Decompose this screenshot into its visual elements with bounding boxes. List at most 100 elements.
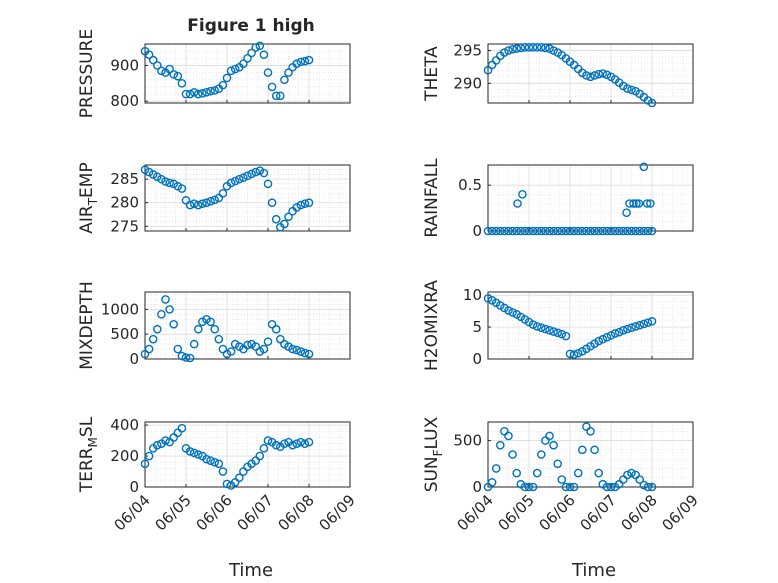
pressure-point bbox=[193, 89, 203, 99]
air-temp-point bbox=[267, 198, 277, 208]
mixdepth-point bbox=[296, 347, 306, 356]
air-temp-point bbox=[161, 177, 170, 186]
sun-flux-point bbox=[590, 445, 599, 455]
air-temp-point bbox=[247, 169, 256, 179]
pressure-point bbox=[222, 73, 232, 83]
rainfall-point bbox=[594, 226, 604, 236]
mixdepth-point bbox=[152, 324, 162, 334]
rainfall-point bbox=[516, 226, 526, 236]
mixdepth-point bbox=[140, 349, 150, 359]
theta-y-label: THETA bbox=[422, 46, 442, 102]
h2omixra-point bbox=[610, 329, 620, 338]
mixdepth-point bbox=[189, 339, 199, 349]
terr-msl-point bbox=[280, 439, 289, 448]
sun-flux-x-tick-label: 06/06 bbox=[536, 491, 579, 534]
sun-flux-point bbox=[491, 464, 501, 473]
terr-msl-point bbox=[185, 447, 195, 456]
pressure-point bbox=[304, 55, 314, 65]
h2omixra-point bbox=[635, 320, 645, 330]
rainfall-point bbox=[602, 226, 612, 236]
air-temp-point bbox=[177, 184, 187, 193]
rainfall-point bbox=[586, 226, 595, 236]
sun-flux-point bbox=[495, 440, 505, 450]
pressure-point bbox=[177, 79, 187, 88]
terr-msl-point bbox=[300, 439, 310, 448]
rainfall-point bbox=[545, 226, 554, 236]
pressure-y-tick-label: 900 bbox=[110, 56, 139, 74]
sun-flux-point bbox=[545, 431, 554, 441]
air-temp-point bbox=[202, 198, 211, 208]
terr-msl-point bbox=[152, 440, 162, 450]
mixdepth-point bbox=[259, 344, 269, 354]
air-temp-point bbox=[259, 168, 269, 178]
h2omixra-y-tick-label: 10 bbox=[463, 286, 482, 304]
pressure-point bbox=[198, 89, 207, 98]
h2omixra-point bbox=[623, 324, 632, 334]
mixdepth-point bbox=[300, 348, 310, 358]
air-temp-point bbox=[263, 179, 273, 189]
terr-msl-point bbox=[292, 439, 302, 448]
rainfall-point bbox=[582, 226, 591, 236]
h2omixra-point bbox=[549, 327, 558, 336]
pressure-point bbox=[247, 48, 256, 58]
rainfall-point bbox=[598, 226, 608, 236]
rainfall-point bbox=[561, 226, 571, 236]
terr-msl-x-tick-label: 06/09 bbox=[316, 491, 359, 534]
rainfall-subplot: 0 0.5 RAINFALL bbox=[422, 158, 694, 240]
mixdepth-point bbox=[218, 344, 228, 354]
pressure-point bbox=[243, 54, 252, 63]
sun-flux-point bbox=[643, 482, 653, 492]
theta-point bbox=[500, 48, 509, 57]
h2omixra-point bbox=[557, 329, 567, 339]
rainfall-point bbox=[518, 190, 527, 199]
h2omixra-point bbox=[627, 323, 636, 333]
sun-flux-point bbox=[627, 468, 636, 478]
mixdepth-point bbox=[243, 340, 252, 350]
terr-msl-x-tick-label: 06/08 bbox=[275, 491, 318, 534]
theta-y-tick-label: 295 bbox=[453, 42, 482, 60]
theta-point bbox=[537, 42, 546, 52]
theta-point bbox=[545, 44, 554, 53]
sun-flux-point bbox=[606, 482, 616, 492]
air-temp-y-label: AIRTEMP bbox=[77, 162, 100, 233]
rainfall-point bbox=[500, 226, 509, 236]
sun-flux-x-tick-label: 06/08 bbox=[618, 491, 661, 534]
sun-flux-point bbox=[623, 470, 632, 480]
terr-msl-point bbox=[214, 459, 224, 469]
h2omixra-point bbox=[598, 334, 608, 344]
rainfall-point bbox=[512, 226, 522, 236]
terr-msl-point bbox=[296, 437, 306, 447]
mixdepth-point bbox=[275, 334, 285, 344]
air-temp-point bbox=[280, 219, 289, 229]
h2omixra-point bbox=[532, 322, 542, 331]
air-temp-point bbox=[284, 212, 293, 222]
rainfall-point bbox=[483, 226, 493, 236]
mixdepth-series bbox=[140, 295, 314, 363]
terr-msl-subplot: 0 200 400 TERRMSL 06/0406/0506/0606/0706/080… bbox=[77, 416, 359, 534]
rainfall-point bbox=[629, 199, 638, 208]
pressure-point bbox=[292, 59, 302, 68]
mixdepth-point bbox=[193, 324, 203, 334]
pressure-point bbox=[206, 86, 215, 96]
h2omixra-subplot: 0 5 10 H2OMIXRA bbox=[422, 280, 694, 371]
sun-flux-point bbox=[487, 478, 497, 487]
pressure-point bbox=[271, 91, 281, 101]
pressure-point bbox=[218, 80, 228, 90]
mixdepth-point bbox=[214, 334, 224, 344]
air-temp-y-tick-label: 280 bbox=[110, 194, 139, 212]
theta-point bbox=[516, 43, 526, 53]
figure-title: Figure 1 high bbox=[187, 16, 315, 36]
mixdepth-y-tick-label: 0 bbox=[129, 350, 139, 368]
x-label-left: Time bbox=[228, 560, 273, 581]
terr-msl-point bbox=[189, 448, 199, 458]
h2omixra-point bbox=[561, 331, 571, 341]
pressure-point bbox=[173, 71, 183, 81]
rainfall-point bbox=[508, 226, 517, 236]
rainfall-series bbox=[483, 162, 657, 236]
terr-msl-point bbox=[304, 437, 314, 447]
rainfall-point bbox=[569, 226, 579, 236]
pressure-point bbox=[202, 87, 211, 97]
sun-flux-point bbox=[512, 468, 522, 478]
pressure-axes-frame bbox=[144, 43, 351, 104]
rainfall-point bbox=[553, 226, 563, 236]
